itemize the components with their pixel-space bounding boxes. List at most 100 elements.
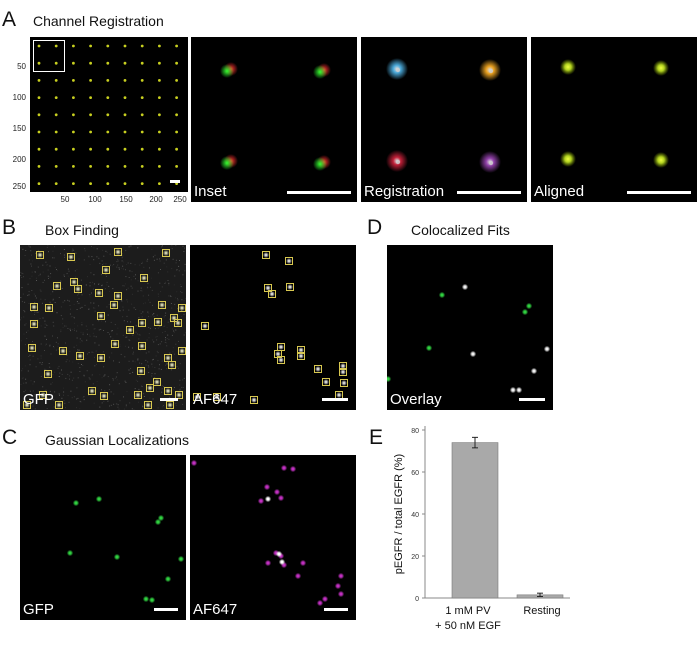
- bead-dot: [158, 61, 161, 65]
- detection-box: [88, 387, 96, 395]
- panel-letter-b: B: [2, 216, 17, 239]
- bead-dot: [106, 182, 110, 186]
- overview-ytick: 150: [12, 124, 26, 133]
- overview-xtick: 250: [173, 195, 187, 204]
- bead-dot: [54, 61, 58, 65]
- bead-dot: [175, 130, 179, 134]
- bar-chart: pEGFR / total EGFR (%) 0 20 40 60 80 1 mM PV +…: [393, 426, 570, 632]
- bead-dot: [140, 147, 144, 151]
- detection-box: [39, 391, 47, 399]
- gfp-detection-boxes: [20, 245, 186, 410]
- localization-spot: [275, 550, 283, 558]
- detection-box: [30, 303, 38, 311]
- localization-spot: [521, 308, 529, 316]
- registration-scalebar: [457, 191, 521, 194]
- localization-spot: [263, 483, 271, 491]
- gaussian-af647-image: AF647: [190, 455, 356, 620]
- aligned-label: Aligned: [534, 183, 585, 200]
- bead-dot: [54, 96, 58, 99]
- detection-box: [97, 354, 105, 362]
- detection-box: [340, 379, 348, 387]
- localization-spot: [425, 344, 433, 352]
- error-bar: [537, 592, 543, 598]
- bead-dot: [54, 44, 58, 48]
- detection-box: [114, 248, 122, 256]
- box-finding-gfp-image: GFP: [20, 245, 186, 410]
- bead-dot: [123, 182, 127, 186]
- bead-dot: [106, 130, 110, 134]
- detection-box: [158, 301, 166, 309]
- bead-dot: [158, 113, 161, 117]
- aligned-bead: [653, 60, 669, 76]
- bead-dot: [54, 130, 58, 134]
- registration-bead: [479, 59, 501, 81]
- panel-letter-d: D: [367, 216, 383, 239]
- localization-spot: [515, 386, 523, 394]
- localization-spot: [113, 553, 121, 561]
- bead-dot: [72, 79, 75, 82]
- bead-dot: [140, 130, 144, 134]
- overview-xtick: 200: [149, 195, 163, 204]
- bead-dot: [140, 165, 144, 168]
- box-finding-af647-scalebar: [322, 398, 348, 401]
- localization-spot: [164, 575, 172, 583]
- detection-box: [53, 282, 61, 290]
- panel-title-a: Channel Registration: [33, 13, 164, 29]
- inset-region-box: [33, 40, 65, 72]
- detection-box: [76, 352, 84, 360]
- registration-bead: [479, 151, 501, 173]
- bead-dot: [123, 165, 127, 168]
- bead-dot: [175, 79, 179, 82]
- panel-letter-a: A: [2, 8, 17, 31]
- detection-box: [164, 354, 172, 362]
- detection-box: [175, 391, 183, 399]
- bead-dot: [158, 182, 161, 186]
- bead-dot: [89, 165, 92, 168]
- localization-spot: [469, 350, 477, 358]
- detection-box: [193, 393, 201, 401]
- localization-spot: [334, 582, 342, 590]
- detection-box: [59, 347, 67, 355]
- detection-box: [339, 368, 347, 376]
- inset-bead: [220, 154, 238, 170]
- inset-label: Inset: [194, 183, 227, 200]
- bead-dot: [72, 165, 75, 168]
- bead-dot: [89, 79, 92, 82]
- detection-box: [95, 289, 103, 297]
- detection-box: [162, 249, 170, 257]
- overview-ytick: 250: [12, 182, 26, 191]
- bead-dot: [175, 113, 179, 117]
- bead-dot: [140, 96, 144, 99]
- box-finding-gfp-scalebar: [160, 398, 178, 401]
- detection-box: [178, 304, 186, 312]
- localization-spot: [316, 599, 324, 607]
- bead-dot: [89, 96, 92, 99]
- bead-dot: [72, 96, 75, 99]
- detection-box: [166, 401, 174, 409]
- detection-box: [28, 344, 36, 352]
- bead-dot: [175, 147, 179, 151]
- bead-dot: [175, 61, 179, 65]
- registration-image: Registration: [361, 37, 527, 202]
- detection-box: [213, 393, 221, 401]
- aligned-scalebar: [627, 191, 691, 194]
- category-label: 1 mM PV: [445, 605, 491, 617]
- detection-box: [100, 392, 108, 400]
- bead-dot: [89, 113, 92, 117]
- registration-label: Registration: [364, 183, 445, 200]
- bead-dot: [140, 182, 144, 186]
- overview-bead-grid: [33, 40, 179, 186]
- detection-box: [154, 318, 162, 326]
- localization-spot: [387, 375, 392, 383]
- detection-box: [55, 401, 63, 409]
- localization-spot: [157, 514, 165, 522]
- detection-box: [174, 319, 182, 327]
- bead-dot: [72, 44, 75, 48]
- detection-box: [164, 387, 172, 395]
- aligned-bead: [560, 59, 576, 75]
- bead-dot: [158, 44, 161, 48]
- bead-dot: [123, 96, 127, 99]
- bead-dot: [123, 113, 127, 117]
- gaussian-af647-scalebar: [324, 608, 348, 611]
- detection-box: [168, 361, 176, 369]
